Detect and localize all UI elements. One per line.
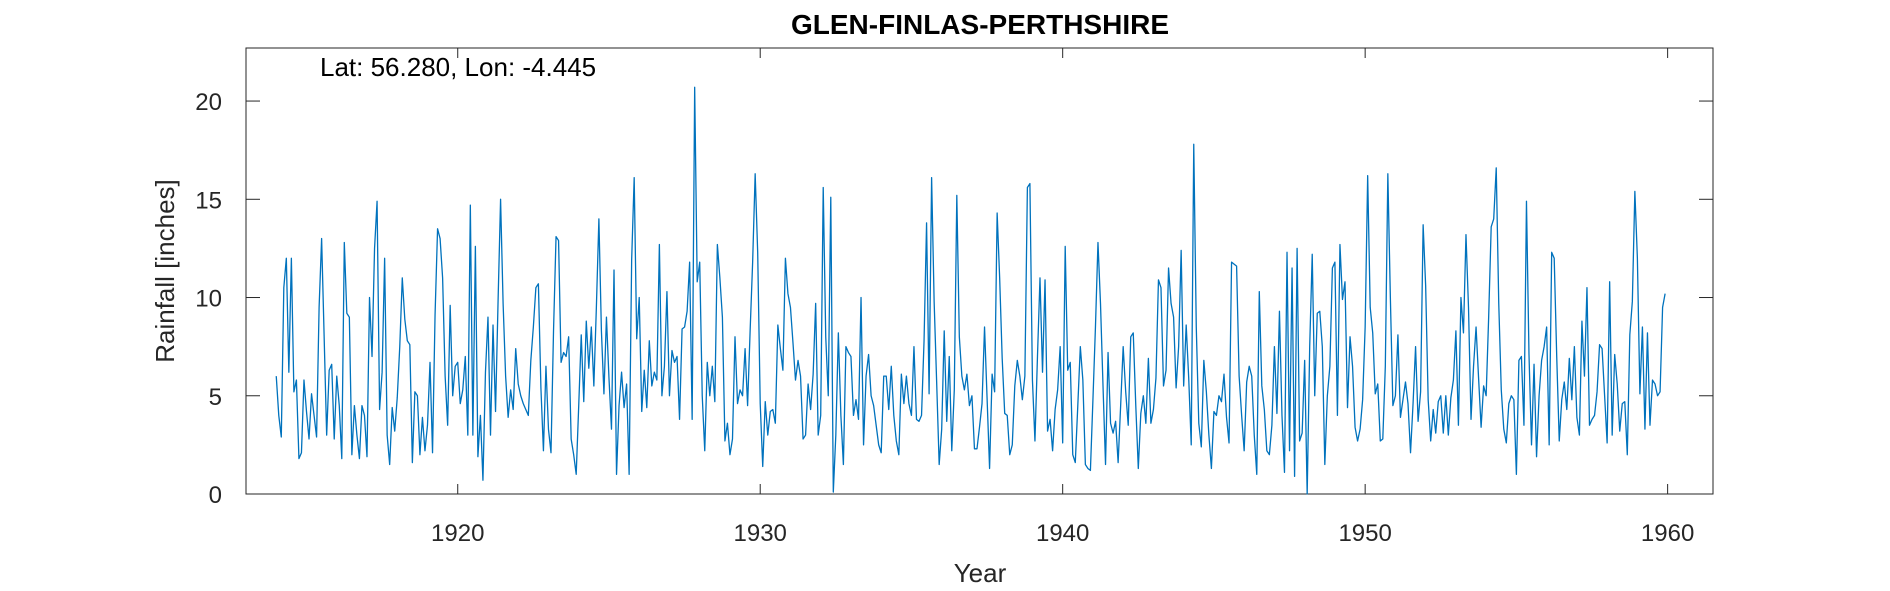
location-annotation: Lat: 56.280, Lon: -4.445 [320, 52, 596, 82]
x-tick-label: 1920 [431, 520, 484, 547]
x-tick-label: 1950 [1338, 520, 1391, 547]
x-tick-label: 1930 [734, 520, 787, 547]
y-axis-ticks: 0 5 10 15 20 [195, 89, 1713, 509]
x-axis-ticks: 1920 1930 1940 1950 1960 [431, 48, 1694, 547]
y-tick-label: 5 [209, 384, 222, 411]
x-tick-label: 1940 [1036, 520, 1089, 547]
rainfall-series-line [275, 86, 1666, 495]
x-tick-label: 1960 [1641, 520, 1694, 547]
y-tick-label: 0 [209, 482, 222, 509]
y-tick-label: 10 [195, 286, 222, 313]
y-tick-label: 15 [195, 187, 222, 214]
chart-title: GLEN-FINLAS-PERTHSHIRE [791, 9, 1169, 40]
y-axis-label: Rainfall [inches] [150, 179, 180, 363]
x-axis-label: Year [954, 558, 1007, 588]
y-tick-label: 20 [195, 89, 222, 116]
